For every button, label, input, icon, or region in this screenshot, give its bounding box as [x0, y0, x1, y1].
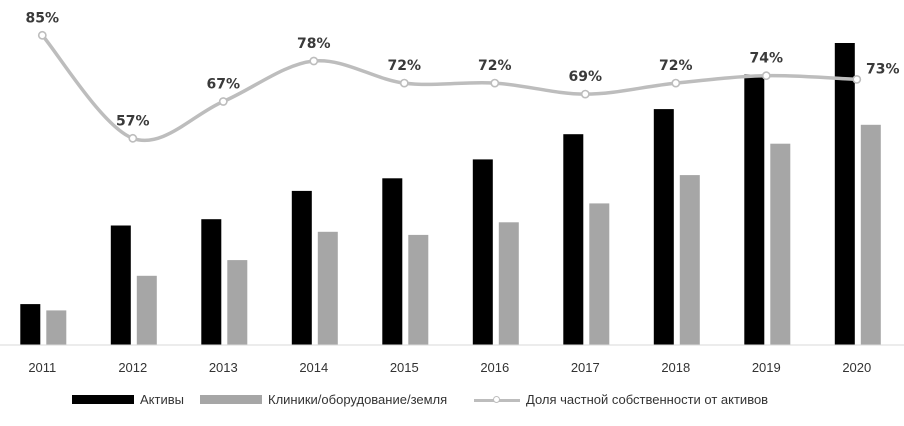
share-label-2013: 67%	[207, 77, 241, 93]
legend-label-clinics: Клиники/оборудование/земля	[268, 392, 448, 407]
share-marker-2015	[399, 78, 409, 88]
share-label-2014: 78%	[297, 36, 331, 52]
bar-assets-2018	[653, 109, 674, 345]
share-label-2011: 85%	[26, 10, 60, 26]
legend-swatch-assets	[72, 395, 134, 404]
share-marker-2017	[580, 89, 590, 99]
share-label-2020: 73%	[866, 61, 900, 77]
bar-clinics-2016	[498, 222, 519, 345]
bar-clinics-2014	[317, 231, 338, 346]
share-marker-2011	[37, 30, 47, 40]
bar-clinics-2019	[770, 143, 791, 345]
share-marker-2018	[671, 78, 681, 88]
share-marker-2012	[128, 133, 138, 143]
bar-assets-2013	[201, 219, 222, 345]
x-tick-label-2011: 2011	[28, 360, 56, 375]
bar-assets-2020	[834, 43, 855, 345]
share-label-2017: 69%	[569, 69, 603, 85]
legend-swatch-share	[474, 395, 520, 405]
bar-assets-2019	[744, 74, 765, 345]
share-label-2019: 74%	[750, 51, 784, 67]
legend-item-assets: Активы	[72, 392, 184, 407]
x-tick-label-2012: 2012	[118, 360, 147, 375]
share-labels: 85% 57% 67% 78% 72% 72% 69% 72% 74% 73%	[26, 10, 900, 129]
share-marker-2013	[218, 97, 228, 106]
x-tick-label-2020: 2020	[842, 360, 871, 375]
bar-assets-2017	[563, 134, 584, 345]
legend-item-clinics: Клиники/оборудование/земля	[200, 392, 447, 407]
x-tick-labels: 2011 2012 2013 2014 2015 2016 2017 2018 2019 2020	[28, 360, 871, 375]
bar-assets-2012	[110, 225, 131, 345]
share-markers	[37, 30, 862, 143]
x-tick-label-2014: 2014	[299, 360, 328, 375]
bar-assets-2014	[291, 190, 312, 345]
x-tick-label-2018: 2018	[661, 360, 690, 375]
share-marker-2016	[490, 78, 500, 88]
x-tick-label-2013: 2013	[209, 360, 238, 375]
share-marker-2014	[309, 56, 319, 66]
share-label-2015: 72%	[388, 58, 422, 74]
share-line	[40, 34, 857, 142]
bar-clinics-2018	[679, 175, 700, 345]
bar-clinics-2013	[227, 260, 248, 345]
bar-assets-2015	[382, 178, 403, 345]
x-tick-label-2015: 2015	[390, 360, 419, 375]
bar-series-group	[20, 43, 881, 346]
bar-assets-2016	[472, 159, 493, 345]
legend-label-assets: Активы	[140, 392, 184, 407]
share-label-2012: 57%	[116, 113, 150, 129]
bar-clinics-2012	[136, 275, 157, 345]
share-label-2018: 72%	[659, 58, 693, 74]
legend-item-share: Доля частной собственности от активов	[474, 392, 768, 407]
share-marker-2019	[761, 71, 771, 81]
legend-label-share: Доля частной собственности от активов	[526, 392, 769, 407]
bar-assets-2011	[20, 304, 41, 345]
bar-clinics-2020	[860, 124, 881, 345]
share-label-2016: 72%	[478, 58, 512, 74]
x-tick-label-2019: 2019	[752, 360, 781, 375]
share-marker-2020	[852, 75, 862, 84]
legend-swatch-clinics	[200, 395, 262, 404]
bar-clinics-2011	[46, 310, 67, 345]
x-tick-label-2017: 2017	[571, 360, 600, 375]
bar-clinics-2017	[589, 203, 610, 345]
x-tick-label-2016: 2016	[480, 360, 509, 375]
bar-clinics-2015	[408, 234, 429, 345]
legend: Активы Клиники/оборудование/земля Доля ч…	[0, 392, 904, 414]
